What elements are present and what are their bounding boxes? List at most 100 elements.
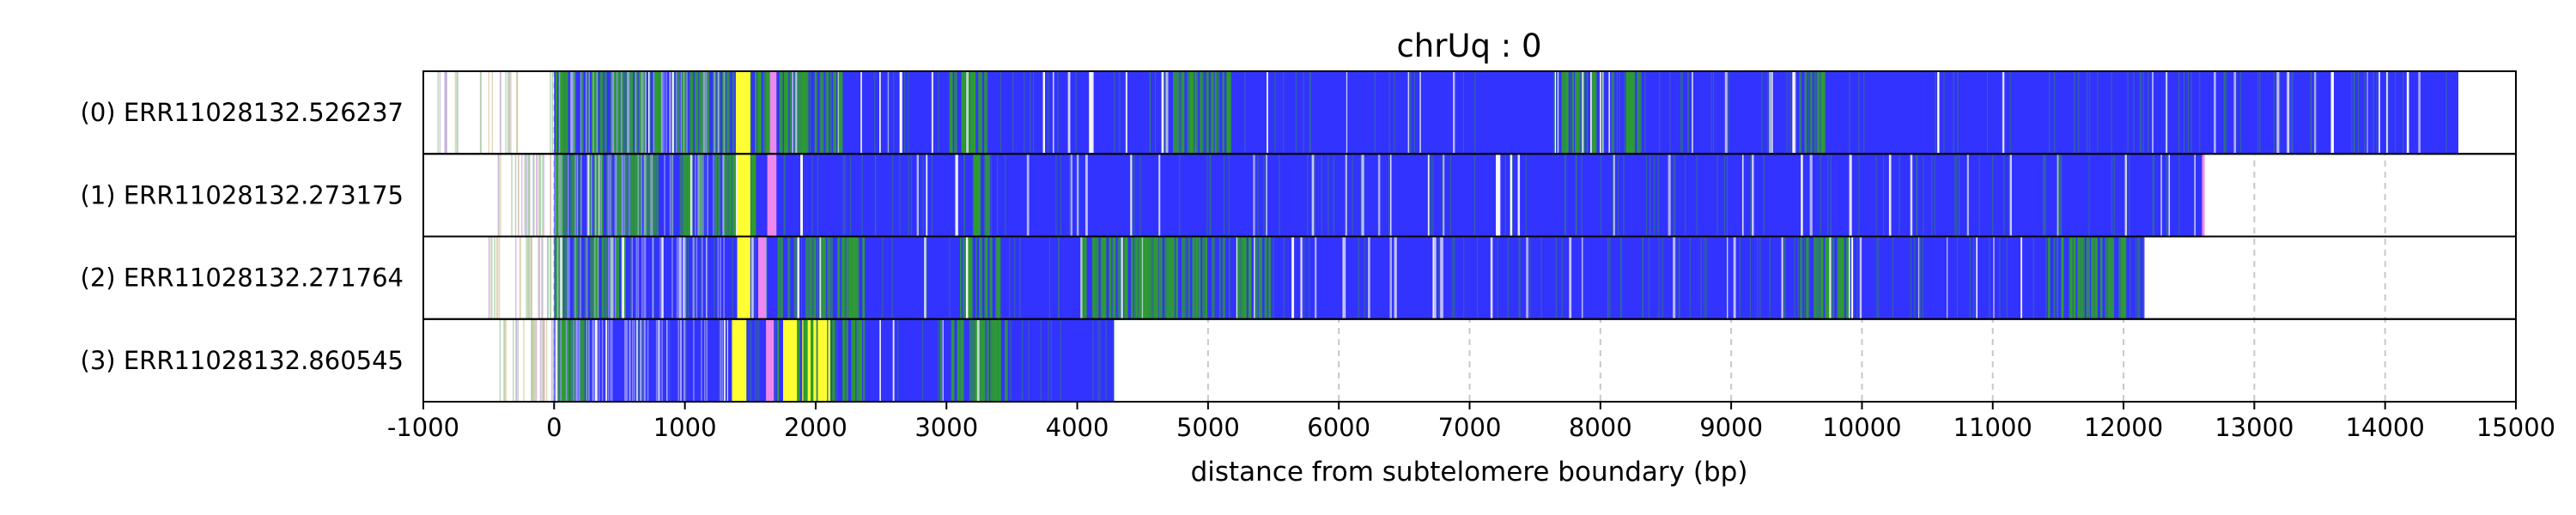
green-mark [858,236,860,319]
light-mark [611,71,613,154]
green-mark [2061,236,2064,319]
gap-mark [2057,154,2059,237]
gap-mark [2276,71,2280,154]
light-mark [637,236,640,319]
green-mark [593,71,598,154]
green-mark [677,71,678,154]
green-mark [1575,71,1579,154]
green-mark [798,71,801,154]
gap-mark [2002,71,2005,154]
green-mark [807,236,811,319]
green-mark [823,236,824,319]
green-mark [1716,154,1718,237]
light-mark [723,236,725,319]
light-mark [588,71,591,154]
green-mark [584,236,587,319]
green-mark [810,236,811,319]
green-mark [1624,71,1625,154]
x-tick-label-1: 0 [546,413,562,442]
gap-mark [555,318,558,402]
light-mark [627,71,629,154]
green-mark [962,236,966,319]
green-mark [574,318,575,402]
gap-mark [1345,154,1347,237]
green-mark [1613,71,1615,154]
gap-mark [1976,236,1978,319]
light-mark [680,71,683,154]
green-mark [574,71,576,154]
green-mark [777,236,779,319]
gap-mark [1590,71,1592,154]
green-mark [991,318,995,402]
green-mark [1819,236,1823,319]
green-mark [1609,236,1611,319]
gap-mark [1076,154,1079,237]
green-mark [2178,154,2180,237]
gap-mark [1582,71,1584,154]
gap-mark [942,318,945,402]
green-mark [1637,71,1639,154]
gap-mark [2314,71,2317,154]
green-mark [1657,154,1659,237]
gap-mark [2366,71,2368,154]
green-mark [1195,236,1199,319]
read-track-1 [497,154,2205,237]
gap-mark [657,318,660,402]
green-mark [700,236,702,319]
light-mark [643,154,646,237]
light-mark [721,318,723,402]
green-mark [2044,154,2046,237]
segment-mark [787,318,791,402]
green-mark [592,236,596,319]
green-mark [1154,236,1156,319]
gap-mark [1026,154,1030,237]
green-mark [1164,236,1169,319]
light-mark [567,236,568,319]
green-mark [2054,71,2056,154]
green-mark [1309,71,1311,154]
green-mark [1832,236,1835,319]
gap-mark [1342,236,1344,319]
light-mark [561,154,562,237]
gap-mark [1752,154,1754,237]
gap-mark [1724,71,1728,154]
green-mark [1198,236,1201,319]
green-mark [1518,236,1520,319]
gap-mark [1498,154,1501,237]
light-mark [580,236,582,319]
green-mark [1645,154,1647,237]
green-mark [1050,318,1052,402]
green-mark [1474,71,1476,154]
green-mark [2099,236,2103,319]
gap-mark [892,318,895,402]
green-mark [1274,71,1276,154]
green-mark [706,71,709,154]
light-mark [702,71,705,154]
green-mark [888,71,890,154]
gap-mark [957,154,958,237]
green-mark [625,71,629,154]
green-mark [1259,236,1261,319]
light-mark [558,71,561,154]
gap-mark [1490,236,1493,319]
green-mark [820,71,824,154]
green-mark [648,71,651,154]
green-mark [1875,154,1877,237]
green-mark [815,318,817,402]
light-mark [580,154,582,237]
green-mark [1413,71,1415,154]
green-mark [1581,154,1583,237]
green-mark [2273,71,2275,154]
green-mark [647,154,651,237]
green-mark [2081,236,2086,319]
green-mark [1658,236,1660,319]
green-mark [1267,236,1272,319]
light-mark [705,71,708,154]
green-mark [1209,154,1211,237]
light-mark [676,236,678,319]
green-mark [961,318,963,402]
green-mark [814,71,817,154]
light-mark [611,318,613,402]
green-mark [976,154,978,237]
green-mark [2088,154,2090,237]
